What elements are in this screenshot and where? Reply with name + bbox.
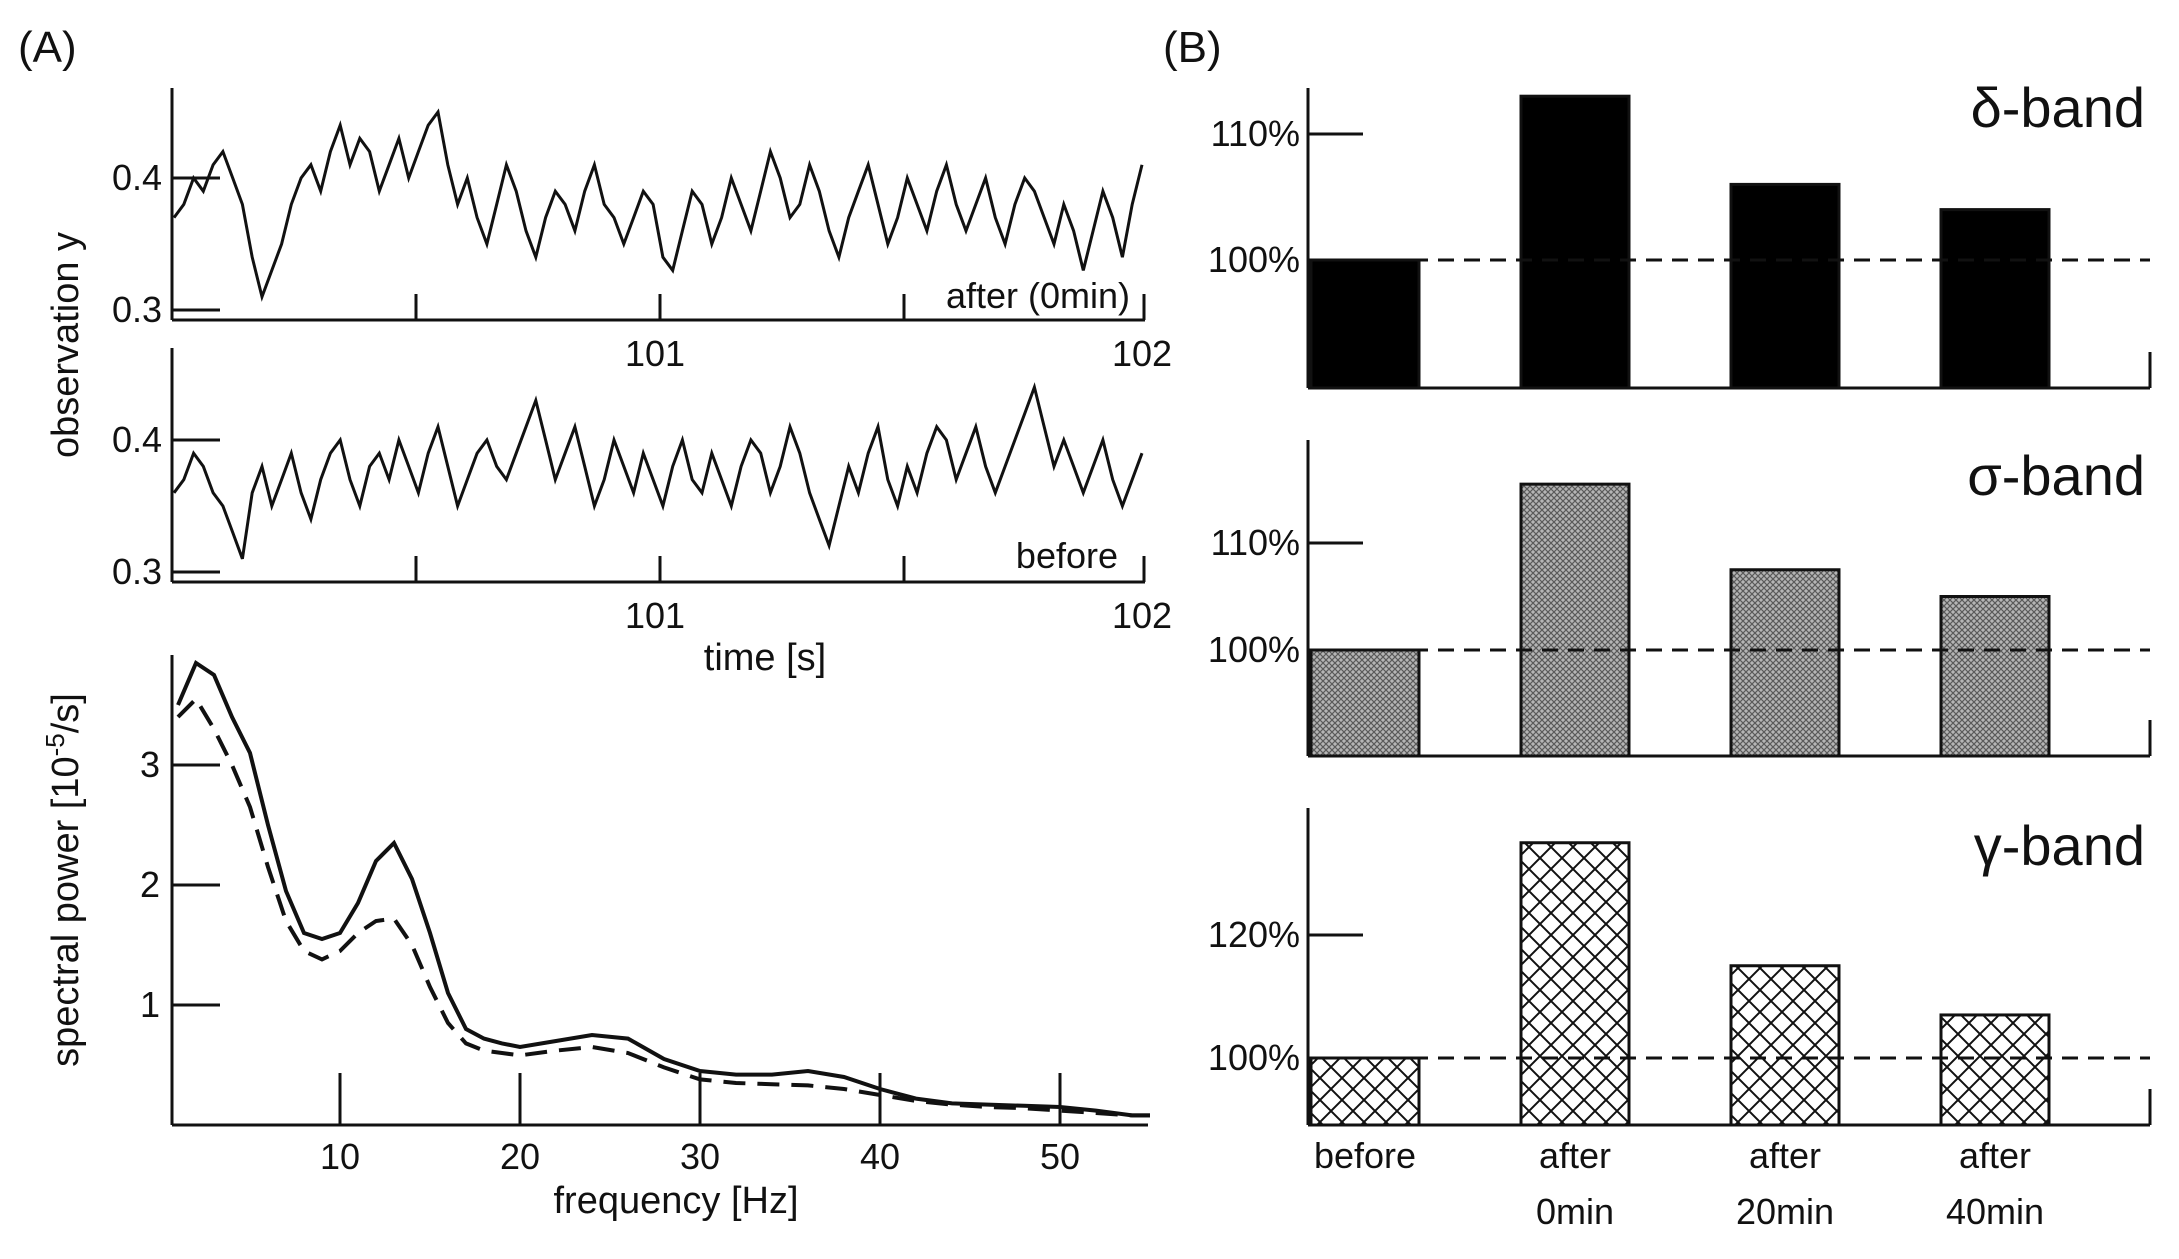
trace-after-line [172,108,1144,302]
sigma-bar-0 [1309,648,1421,758]
category-label: after [1539,1135,1611,1176]
sigma-ytick-label: 100% [1208,629,1300,670]
gamma-ytick-label: 120% [1208,914,1300,955]
spectrum-xtick-label: 20 [500,1136,540,1177]
gamma-ytick-label: 100% [1208,1037,1300,1078]
frequency-axis-label: frequency [Hz] [554,1180,799,1222]
spectrum-xtick-label: 30 [680,1136,720,1177]
trace-before-line [172,382,1144,560]
spectrum-xtick-label: 50 [1040,1136,1080,1177]
sigma-bar-2 [1729,568,1841,758]
sigma-band-title: σ-band [1967,444,2145,507]
spectrum-ytick-label: 3 [140,744,160,785]
spectrum-ytick-label: 1 [140,984,160,1025]
delta-band-chart: δ-band 100% 110% [1208,76,2152,390]
trace-before-ytick-label-03: 0.3 [112,551,162,592]
sigma-bar-1 [1519,482,1631,758]
spectrum-before-dashed-line [176,695,1150,1118]
spectrum-y-ticks: 1 2 3 [140,744,220,1025]
trace-before-xtick-label-101: 101 [625,595,685,636]
spectrum-after-solid-line [176,660,1150,1118]
spectrum-xtick-label: 10 [320,1136,360,1177]
delta-bar-0 [1309,258,1421,390]
spectral-power-label-exponent: -5 [40,733,70,756]
sigma-ytick-label: 110% [1211,522,1300,563]
trace-after-chart: 0.4 0.3 101 102 after (0min) [112,88,1172,374]
gamma-band-chart: γ-band 100% 120% [1208,808,2152,1127]
delta-bar-1 [1519,94,1631,390]
time-axis-label: time [s] [704,637,826,679]
gamma-bar-0 [1309,1056,1421,1127]
trace-after-xtick-label-101: 101 [625,333,685,374]
delta-ytick-label: 110% [1211,113,1300,154]
gamma-bar-2 [1729,964,1841,1127]
gamma-bar-3 [1939,1013,2051,1127]
trace-after-xtick-label-102: 102 [1112,333,1172,374]
sigma-band-chart: σ-band 100% 110% [1208,440,2152,758]
spectrum-xtick-label: 40 [860,1136,900,1177]
spectral-power-axis-label: spectral power [10-5/s] [40,693,87,1067]
trace-after-ytick-label-04: 0.4 [112,157,162,198]
category-label: before [1314,1135,1416,1176]
delta-ytick-label: 100% [1208,239,1300,280]
spectral-power-label-prefix: spectral power [10 [45,756,87,1067]
trace-before-xtick-label-102: 102 [1112,595,1172,636]
delta-band-title: δ-band [1971,76,2145,139]
trace-before-label: before [1016,535,1118,576]
panel-a-label: (A) [18,23,77,72]
trace-after-ytick-label-03: 0.3 [112,289,162,330]
spectrum-chart: 1 2 3 10 20 30 40 50 frequency [Hz] spectral p… [40,655,1150,1222]
sigma-bar-3 [1939,595,2051,758]
trace-before-ytick-label-04: 0.4 [112,419,162,460]
category-label: 0min [1536,1191,1614,1232]
gamma-bar-1 [1519,841,1631,1127]
delta-bar-2 [1729,182,1841,390]
gamma-band-title: γ-band [1974,814,2145,877]
category-label: 40min [1946,1191,2044,1232]
category-label: after [1749,1135,1821,1176]
spectrum-ytick-label: 2 [140,864,160,905]
category-label: 20min [1736,1191,1834,1232]
spectral-power-label-suffix: /s] [45,693,87,733]
panel-b-label: (B) [1163,23,1222,72]
trace-before-chart: 0.4 0.3 101 102 before time [s] [112,348,1172,679]
category-label: after [1959,1135,2031,1176]
delta-bar-3 [1939,208,2051,390]
spectrum-x-ticks: 10 20 30 40 50 [320,1073,1080,1177]
trace-after-label: after (0min) [946,275,1130,316]
observation-axis-label: observation y [45,232,87,458]
category-labels: before after 0min after 20min after 40min [1314,1135,2044,1232]
